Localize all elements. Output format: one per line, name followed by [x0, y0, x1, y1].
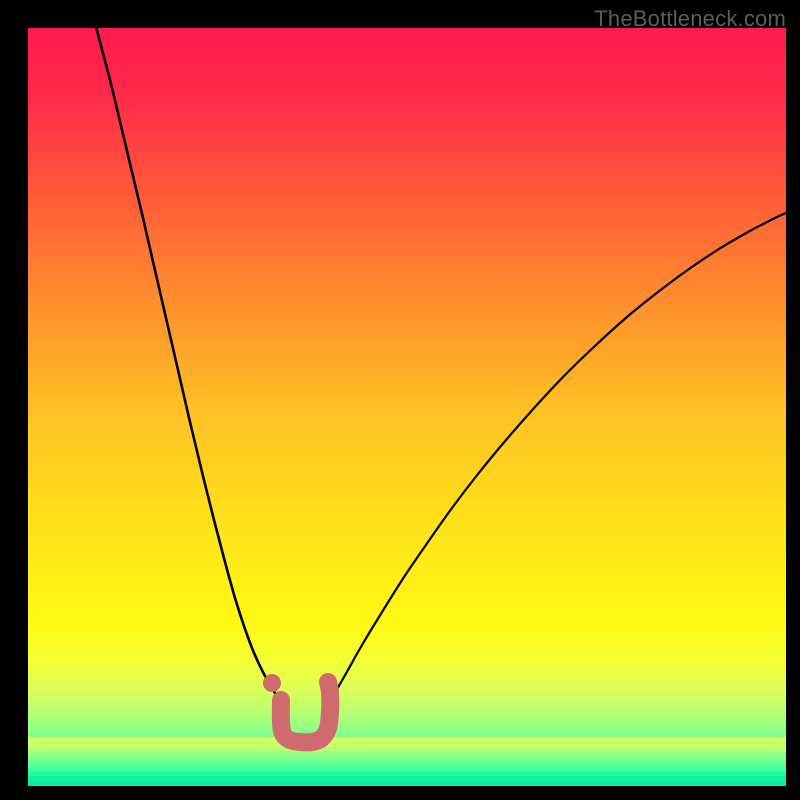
- chart-gradient-background: [28, 28, 786, 786]
- watermark-text: TheBottleneck.com: [594, 6, 786, 32]
- chart-green-band: [28, 737, 786, 786]
